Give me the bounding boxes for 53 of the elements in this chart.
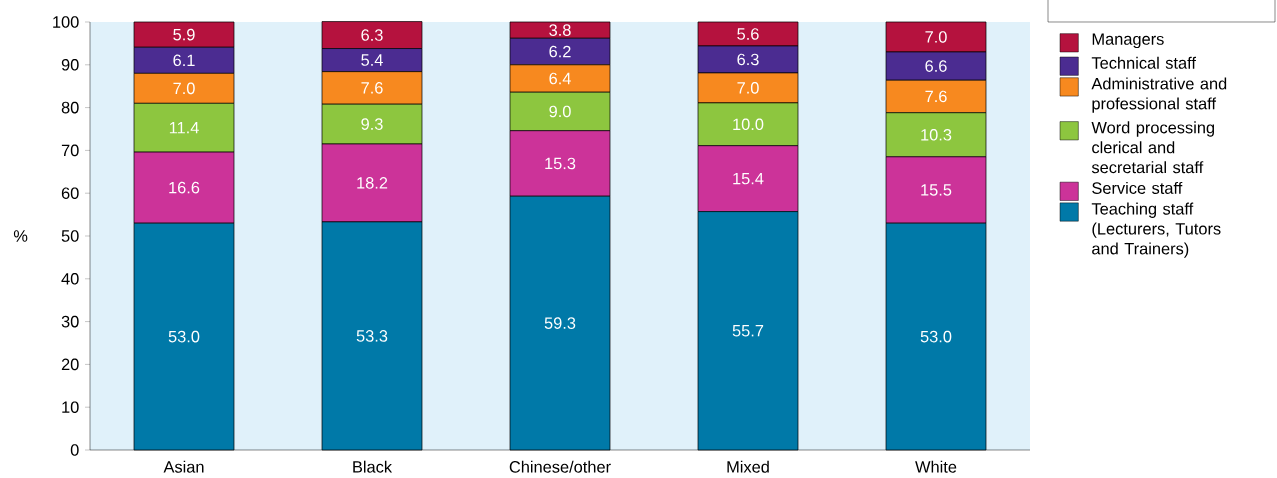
data-label: 5.9	[173, 28, 195, 41]
data-label: 7.0	[925, 31, 947, 43]
x-tick-label: White	[915, 460, 957, 473]
y-tick-label: 70	[61, 144, 79, 157]
data-label: 9.0	[549, 105, 571, 118]
y-tick-label: 60	[61, 187, 79, 200]
legend-label: Teaching staff (Lecturers, Tutors and Trainers)	[1091, 202, 1221, 258]
x-tick-label: Black	[353, 460, 393, 473]
data-label: 15.3	[545, 157, 576, 170]
data-label: 59.3	[544, 317, 576, 329]
data-label: 6.2	[549, 45, 571, 58]
legend-label: Service staff	[1092, 181, 1183, 194]
x-tick-label: Chinese/other	[509, 460, 611, 473]
data-label: 7.0	[737, 82, 759, 94]
data-label: 6.4	[549, 72, 571, 85]
y-tick-label: 50	[61, 230, 79, 242]
data-label: 15.4	[733, 172, 764, 185]
y-tick-label: 0	[70, 444, 79, 456]
data-label: 6.3	[361, 29, 383, 41]
legend-label: Word processing clerical and secretarial staff	[1091, 121, 1215, 174]
data-label: 7.6	[361, 82, 383, 94]
data-label: 6.6	[925, 60, 947, 72]
y-tick-label: 100	[53, 16, 79, 28]
y-tick-label: 80	[61, 101, 79, 114]
data-label: 55.7	[732, 325, 764, 337]
y-tick-label: 90	[61, 58, 79, 71]
legend-label: Technical staff	[1091, 56, 1196, 69]
data-label: 10.3	[921, 128, 952, 141]
y-tick-label: 30	[61, 315, 79, 328]
x-tick-label: Mixed	[727, 460, 769, 473]
data-label: 6.3	[737, 53, 759, 66]
data-label: 53.0	[920, 330, 952, 343]
data-label: 53.0	[168, 330, 200, 343]
legend-label: Administrative and professional staff	[1091, 77, 1227, 113]
data-label: 7.6	[925, 90, 947, 103]
y-tick-label: 20	[61, 358, 79, 371]
data-label: 6.1	[173, 54, 195, 67]
data-label: 3.8	[549, 24, 571, 36]
data-label: 53.3	[356, 330, 388, 342]
legend-label: Managers	[1092, 33, 1164, 49]
y-tick-label: 40	[61, 272, 79, 285]
x-tick-label: Asian	[163, 460, 204, 473]
data-label: 5.4	[361, 54, 383, 66]
data-label: 16.6	[169, 181, 200, 194]
data-label: 7.0	[173, 82, 195, 95]
y-axis-title: %	[13, 230, 28, 242]
data-label: 10.0	[733, 118, 764, 131]
data-label: 18.2	[357, 177, 388, 189]
data-label: 9.3	[361, 118, 383, 130]
data-label: 11.4	[169, 122, 199, 134]
data-label: 5.6	[737, 28, 759, 40]
data-label: 15.5	[921, 184, 952, 196]
y-tick-label: 10	[62, 401, 79, 414]
